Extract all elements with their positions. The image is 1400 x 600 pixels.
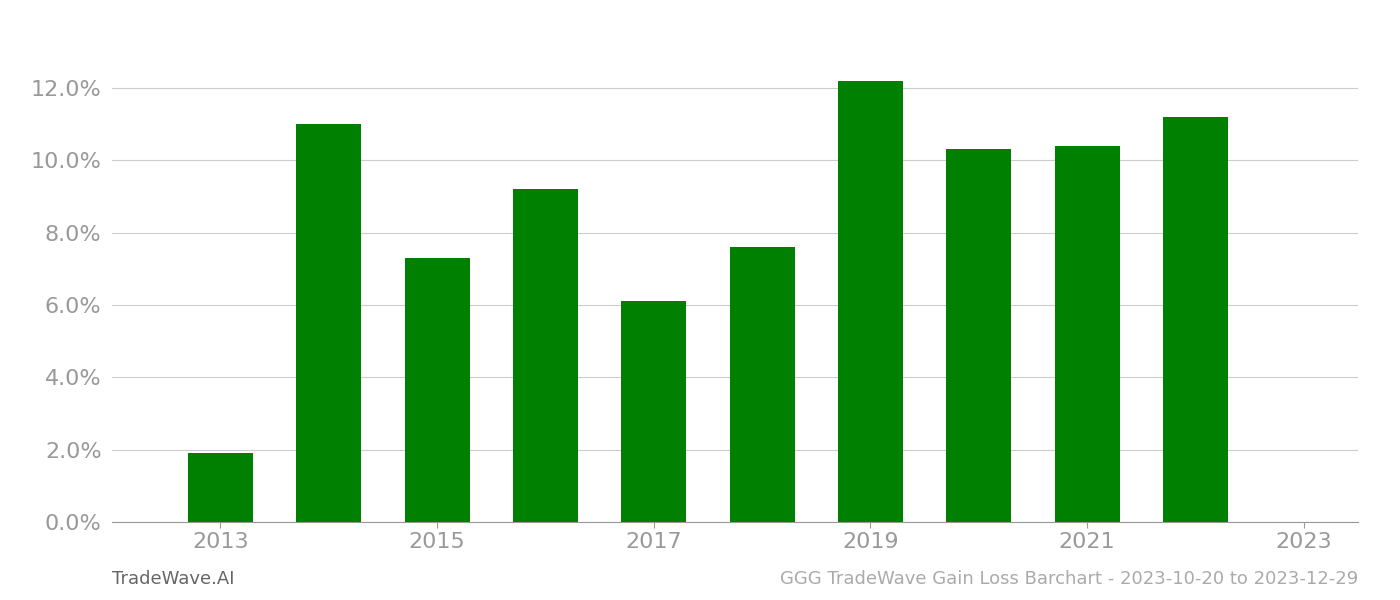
Bar (622, 301, 686, 522)
Bar (1054, 146, 1120, 522)
Bar (1163, 117, 1228, 522)
Bar (839, 80, 903, 522)
Bar (297, 124, 361, 522)
Bar (512, 189, 578, 522)
Bar (946, 149, 1011, 522)
Text: TradeWave.AI: TradeWave.AI (112, 570, 235, 588)
Bar (188, 453, 253, 522)
Text: GGG TradeWave Gain Loss Barchart - 2023-10-20 to 2023-12-29: GGG TradeWave Gain Loss Barchart - 2023-… (780, 570, 1358, 588)
Bar (729, 247, 795, 522)
Bar (405, 258, 469, 522)
